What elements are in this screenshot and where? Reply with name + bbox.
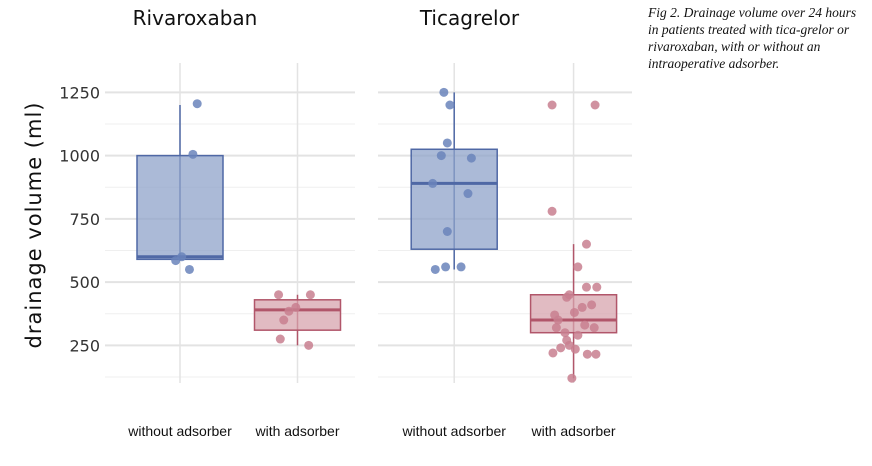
data-point — [587, 300, 597, 310]
data-point — [567, 373, 577, 383]
x-category-label: without adsorber — [401, 423, 506, 439]
x-category-label: with adsorber — [254, 423, 339, 439]
box-plot-chart: drainage volume (ml) 250 500 750 1000 1250 Riv… — [22, 6, 632, 439]
data-point — [279, 315, 289, 325]
data-point — [184, 264, 194, 274]
x-category-label: with adsorber — [531, 423, 616, 439]
data-point — [188, 149, 198, 159]
y-tick-label: 1250 — [59, 83, 100, 102]
data-point — [589, 323, 599, 333]
data-point — [274, 290, 284, 300]
y-axis-label: drainage volume (ml) — [22, 102, 46, 349]
data-point — [573, 262, 583, 272]
data-point — [466, 153, 476, 163]
box-iqr — [410, 148, 498, 250]
data-point — [560, 328, 570, 338]
figure-caption: Fig 2. Drainage volume over 24 hours in … — [648, 5, 857, 71]
data-point — [305, 290, 315, 300]
panel-title: Rivaroxaban — [133, 6, 258, 30]
y-tick-label: 250 — [69, 336, 100, 355]
data-point — [284, 306, 294, 316]
data-point — [275, 334, 285, 344]
data-point — [192, 99, 202, 109]
data-point — [548, 348, 558, 358]
data-point — [581, 239, 591, 249]
data-point — [570, 344, 580, 354]
y-tick-label: 500 — [69, 273, 100, 292]
x-category-label: without adsorber — [127, 423, 232, 439]
data-point — [547, 100, 557, 110]
data-point — [441, 262, 451, 272]
data-point — [436, 151, 446, 161]
data-point — [577, 302, 587, 312]
data-point — [590, 100, 600, 110]
data-point — [304, 340, 314, 350]
data-point — [430, 264, 440, 274]
data-point — [562, 292, 572, 302]
data-point — [547, 206, 557, 216]
data-point — [171, 256, 181, 266]
data-point — [551, 323, 561, 333]
data-point — [445, 100, 455, 110]
data-point — [442, 138, 452, 148]
data-point — [428, 178, 438, 188]
data-point — [556, 343, 566, 353]
data-point — [580, 320, 590, 330]
data-point — [581, 282, 591, 292]
data-point — [456, 262, 466, 272]
data-point — [592, 282, 602, 292]
y-tick-label: 1000 — [59, 147, 100, 166]
box-iqr — [136, 154, 224, 261]
data-point — [442, 227, 452, 236]
data-point — [439, 87, 449, 97]
data-point — [291, 302, 301, 312]
y-tick-label: 750 — [69, 210, 100, 229]
data-point — [569, 307, 579, 317]
data-point — [591, 349, 601, 359]
data-point — [463, 189, 473, 199]
panel-title: Ticagrelor — [419, 6, 520, 30]
data-point — [573, 330, 583, 340]
data-point — [582, 349, 592, 359]
data-point — [553, 315, 563, 325]
